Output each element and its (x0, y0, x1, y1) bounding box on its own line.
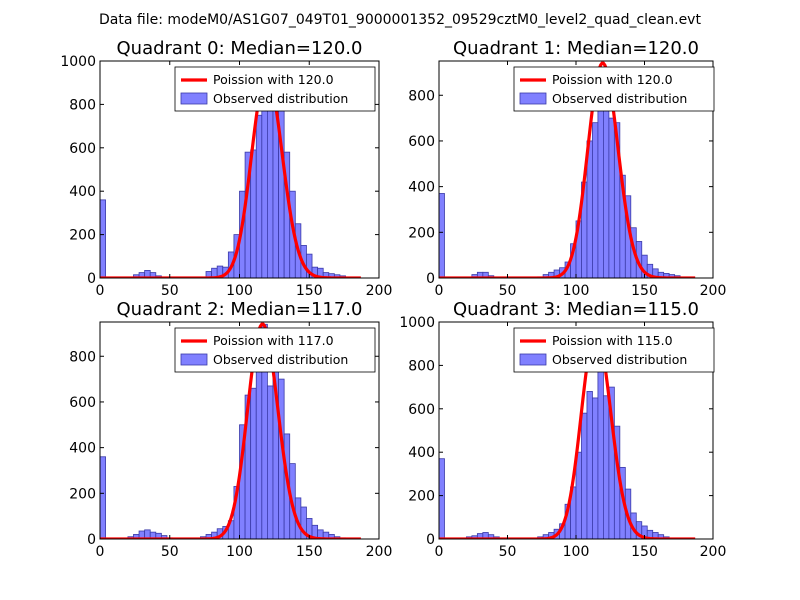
x-tick-label: 150 (296, 283, 323, 299)
y-tick-label: 800 (69, 97, 96, 113)
y-tick-label: 800 (408, 88, 435, 104)
legend-bar-swatch (180, 92, 208, 105)
y-tick-label: 200 (408, 225, 435, 241)
y-tick-label: 1000 (399, 315, 435, 331)
x-tick-label: 100 (563, 283, 590, 299)
x-tick-label: 150 (631, 283, 658, 299)
chart-title: Quadrant 1: Median=120.0 (453, 38, 699, 59)
legend: Poission with 120.0 Observed distribution (174, 66, 376, 112)
histogram-bar (261, 93, 268, 278)
y-tick-label: 0 (87, 271, 96, 287)
histogram-bar (250, 387, 257, 539)
legend-box (513, 327, 715, 373)
legend-line-label: Poission with 120.0 (213, 72, 334, 87)
x-tick-label: 100 (226, 544, 253, 560)
x-tick-label: 0 (96, 544, 105, 560)
chart-title: Quadrant 0: Median=120.0 (117, 38, 363, 59)
histogram-bar (149, 272, 157, 278)
x-tick-label: 200 (366, 544, 393, 560)
histogram-bar (575, 451, 582, 539)
legend-bar-label: Observed distribution (552, 352, 687, 367)
legend-line-label: Poission with 115.0 (552, 333, 673, 348)
histogram-bar (592, 397, 599, 539)
y-tick-label: 0 (426, 532, 435, 548)
poisson-curve (100, 322, 361, 539)
x-tick-label: 50 (161, 544, 179, 560)
y-tick-label: 200 (69, 486, 96, 502)
legend: Poission with 120.0 Observed distribution (513, 66, 715, 112)
x-tick-label: 200 (366, 283, 393, 299)
poisson-curve (100, 72, 361, 278)
histogram-bar (603, 90, 610, 278)
histogram-bar (608, 117, 615, 278)
y-tick-label: 0 (87, 532, 96, 548)
y-tick-label: 600 (69, 141, 96, 157)
legend-bar-label: Observed distribution (552, 91, 687, 106)
y-tick-label: 400 (408, 180, 435, 196)
x-tick-label: 0 (435, 283, 444, 299)
x-tick-label: 50 (499, 544, 517, 560)
x-tick-label: 150 (296, 544, 323, 560)
x-tick-label: 200 (700, 283, 727, 299)
histogram-bar (255, 114, 263, 278)
legend: Poission with 117.0 Observed distribution (174, 327, 376, 373)
y-tick-label: 400 (69, 441, 96, 457)
y-tick-label: 200 (69, 228, 96, 244)
figure-suptitle: Data file: modeM0/AS1G07_049T01_90000013… (99, 12, 701, 28)
histogram-bar (100, 199, 106, 278)
x-tick-label: 100 (226, 283, 253, 299)
quadrant-0-chart: 0 50 100 150 200 0 200 400 600 800 1000 Quadrant 0:… (60, 38, 392, 299)
legend-bar-swatch (519, 92, 547, 105)
y-tick-label: 400 (69, 184, 96, 200)
x-tick-label: 50 (499, 283, 517, 299)
legend-bar-swatch (180, 353, 208, 366)
legend-bar-label: Observed distribution (213, 91, 348, 106)
y-tick-label: 600 (408, 402, 435, 418)
y-tick-label: 800 (408, 358, 435, 374)
histogram-bar (439, 193, 445, 278)
y-tick-label: 600 (408, 134, 435, 150)
y-tick-label: 1000 (60, 54, 96, 70)
legend-bar-label: Observed distribution (213, 352, 348, 367)
chart-title: Quadrant 2: Median=117.0 (117, 299, 363, 320)
histogram-bar (306, 253, 313, 278)
x-tick-label: 150 (631, 544, 658, 560)
y-tick-label: 0 (426, 271, 435, 287)
histogram-bar (250, 149, 257, 278)
x-tick-label: 100 (563, 544, 590, 560)
histogram-bar (100, 456, 106, 539)
quadrant-3-chart: 0 50 100 150 200 0 200 400 600 800 1000 Quadrant 3:… (399, 299, 726, 560)
histogram-bars (439, 85, 681, 278)
histogram-bar (603, 395, 610, 539)
chart-title: Quadrant 3: Median=115.0 (453, 299, 699, 320)
legend-line-label: Poission with 117.0 (213, 333, 334, 348)
legend-box (174, 66, 376, 112)
histogram-bar (597, 85, 604, 278)
histogram-bar (581, 412, 588, 539)
legend-bar-swatch (519, 353, 547, 366)
legend-line-label: Poission with 120.0 (552, 72, 673, 87)
legend-box (174, 327, 376, 373)
legend: Poission with 115.0 Observed distribution (513, 327, 715, 373)
x-tick-label: 0 (435, 544, 444, 560)
legend-box (513, 66, 715, 112)
y-tick-label: 600 (69, 395, 96, 411)
quadrant-1-chart: 0 50 100 150 200 0 200 400 600 800 Quadrant 1: Med… (408, 38, 726, 299)
poisson-curve (439, 61, 696, 278)
x-tick-label: 200 (700, 544, 727, 560)
x-tick-label: 0 (96, 283, 105, 299)
histogram-bar (586, 391, 593, 539)
histogram-bar (266, 385, 274, 539)
histogram-bar (592, 122, 599, 278)
x-tick-label: 50 (161, 283, 179, 299)
y-tick-label: 200 (408, 489, 435, 505)
histogram-bar (439, 458, 445, 539)
quadrant-2-chart: 0 50 100 150 200 0 200 400 600 800 Quadrant 2: Med… (69, 299, 392, 560)
histogram-bar (255, 344, 263, 539)
y-tick-label: 400 (408, 445, 435, 461)
y-tick-label: 800 (69, 349, 96, 365)
